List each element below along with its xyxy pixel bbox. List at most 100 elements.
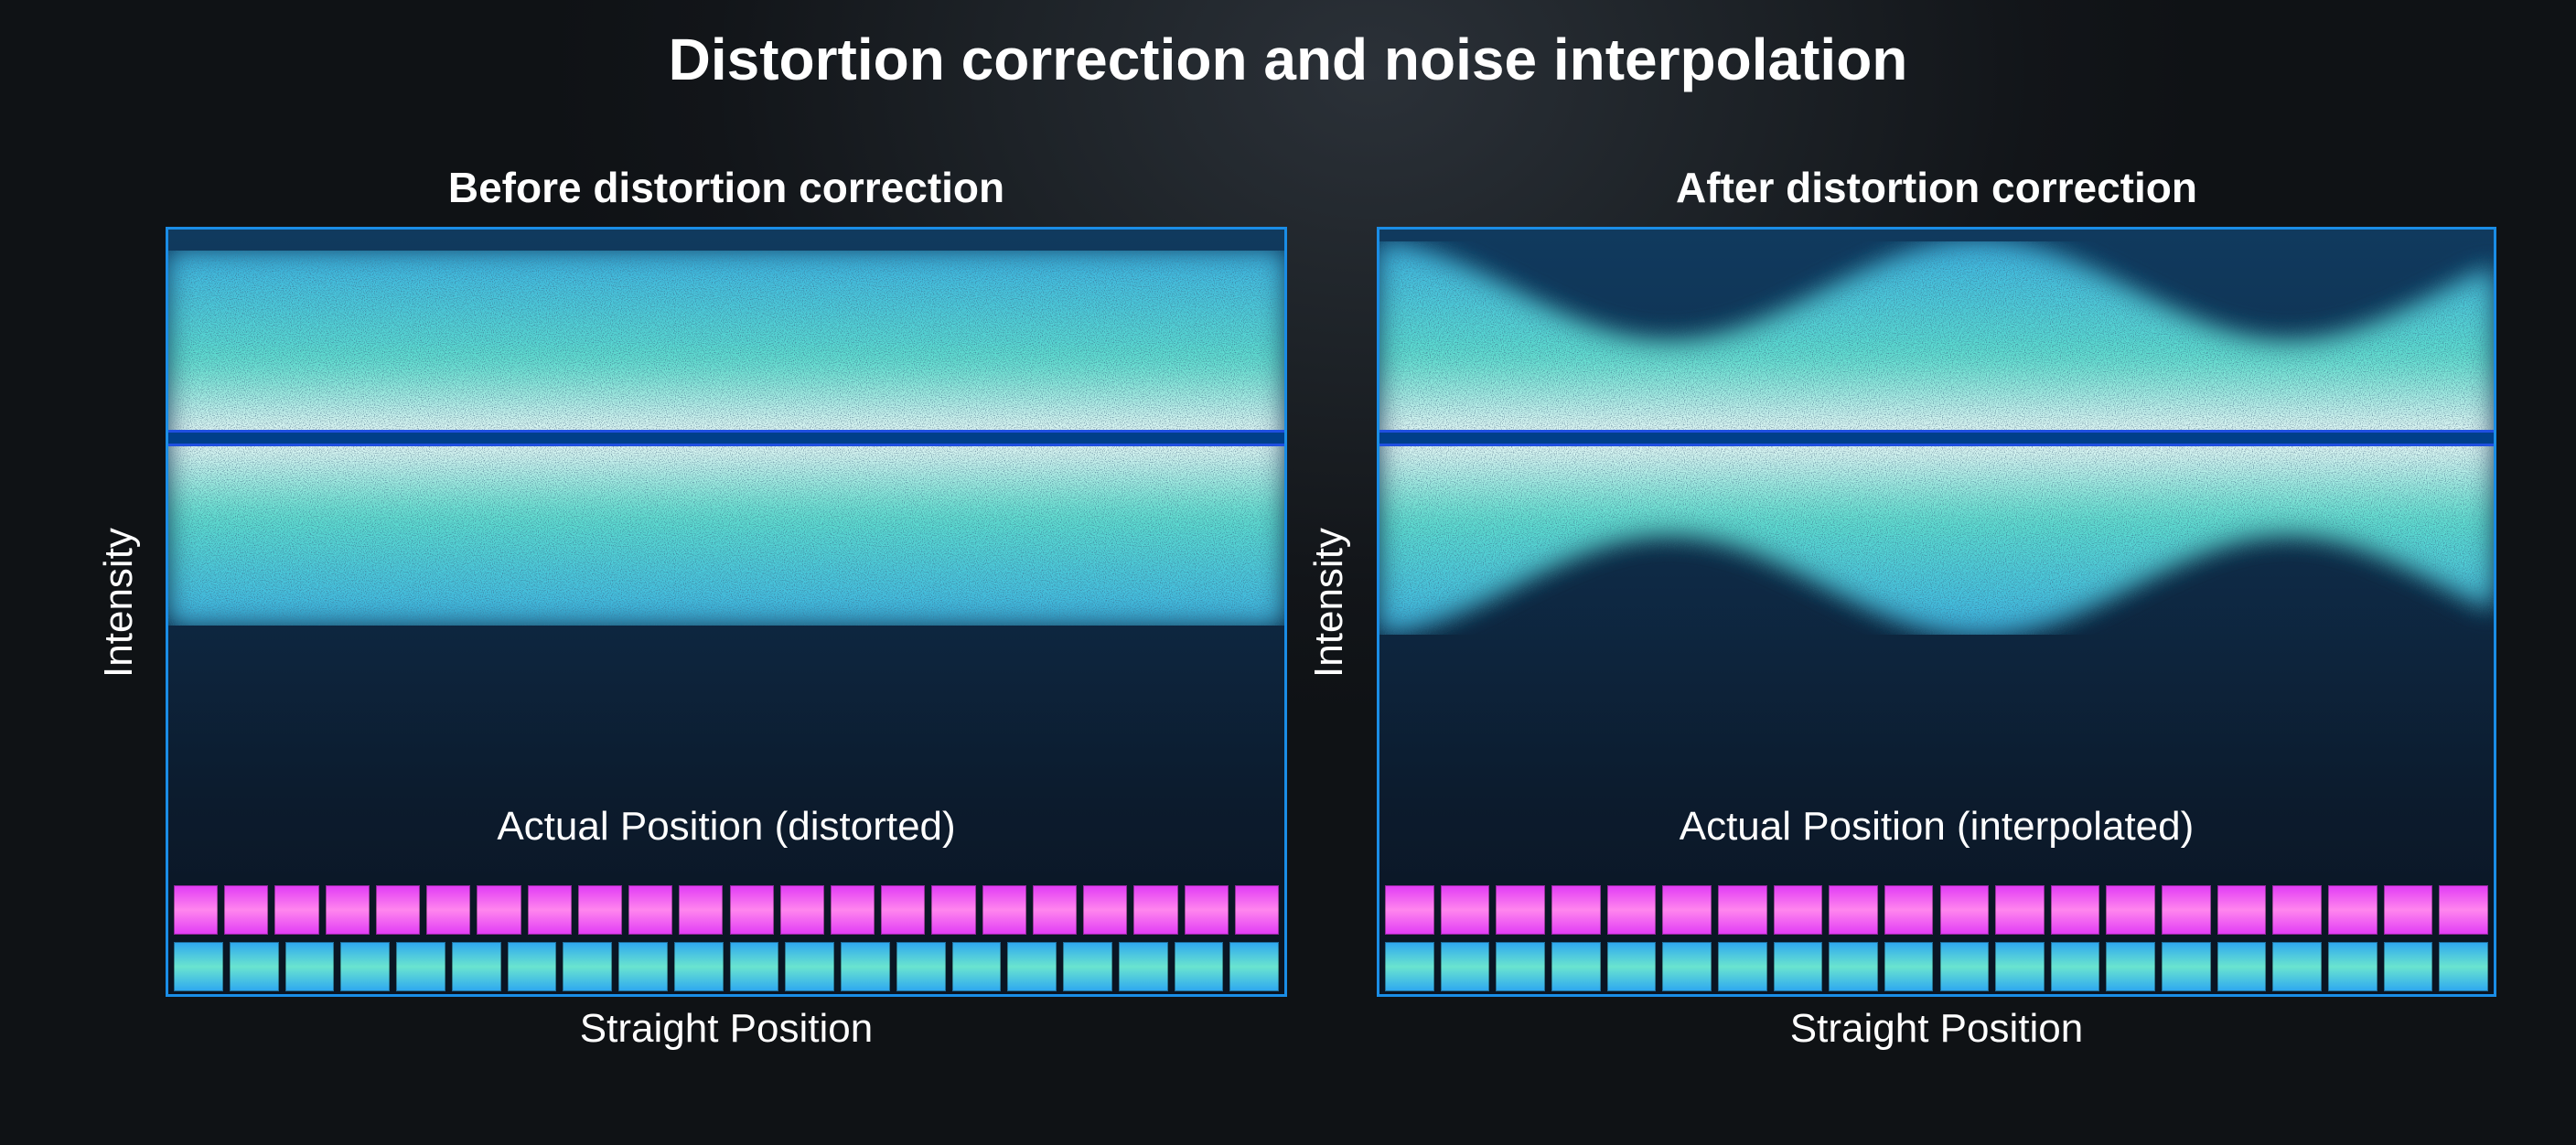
pink-position-block bbox=[1662, 885, 1712, 935]
pink-position-block bbox=[1083, 885, 1128, 935]
pink-position-block bbox=[679, 885, 724, 935]
pink-position-block bbox=[2439, 885, 2488, 935]
cyan-position-block bbox=[451, 942, 501, 991]
pink-position-block bbox=[982, 885, 1026, 935]
pink-position-block bbox=[274, 885, 319, 935]
cyan-position-block bbox=[2216, 942, 2267, 991]
cyan-position-block bbox=[1606, 942, 1657, 991]
cyan-position-block bbox=[2383, 942, 2433, 991]
pink-position-block bbox=[779, 885, 824, 935]
pink-position-block bbox=[426, 885, 471, 935]
cyan-position-block bbox=[1440, 942, 1490, 991]
cyan-position-block bbox=[1496, 942, 1545, 991]
pink-position-block bbox=[224, 885, 269, 935]
cyan-position-block bbox=[1829, 942, 1878, 991]
noise-band-wavy bbox=[1379, 241, 2494, 635]
pink-position-block bbox=[1385, 885, 1434, 935]
pink-position-block bbox=[2383, 885, 2433, 935]
straight-position-blocks bbox=[1379, 942, 2494, 991]
pink-position-block bbox=[1440, 885, 1490, 935]
cyan-position-block bbox=[284, 942, 335, 991]
cyan-position-block bbox=[1229, 942, 1279, 991]
pink-position-block bbox=[881, 885, 926, 935]
cyan-position-block bbox=[785, 942, 834, 991]
cyan-position-block bbox=[1007, 942, 1057, 991]
pink-position-block bbox=[2216, 885, 2267, 935]
pink-position-block bbox=[1995, 885, 2045, 935]
panel-before-subtitle: Before distortion correction bbox=[447, 164, 1005, 211]
panel-after-x-axis-label: Straight Position bbox=[1789, 1006, 2084, 1051]
panel-after-distortion: Actual Position (interpolated) bbox=[1377, 227, 2496, 997]
cyan-position-block bbox=[1773, 942, 1823, 991]
cyan-position-block bbox=[618, 942, 668, 991]
pink-position-block bbox=[1551, 885, 1601, 935]
cyan-position-block bbox=[841, 942, 890, 991]
pink-position-block bbox=[2050, 885, 2100, 935]
pink-position-block bbox=[830, 885, 875, 935]
cyan-position-block bbox=[729, 942, 779, 991]
pink-position-block bbox=[628, 885, 673, 935]
pink-position-block bbox=[1234, 885, 1279, 935]
pink-position-block bbox=[1606, 885, 1657, 935]
panel-before-distortion: Actual Position (distorted) bbox=[166, 227, 1287, 997]
panel-after-y-axis-label: Intensity bbox=[1306, 528, 1351, 678]
cyan-position-block bbox=[396, 942, 445, 991]
pink-position-block bbox=[1496, 885, 1545, 935]
reference-line bbox=[1379, 430, 2494, 446]
cyan-position-block bbox=[1717, 942, 1767, 991]
pink-position-block bbox=[375, 885, 421, 935]
pink-position-block bbox=[2328, 885, 2377, 935]
cyan-position-block bbox=[2439, 942, 2488, 991]
cyan-position-block bbox=[2272, 942, 2323, 991]
pink-position-block bbox=[1939, 885, 1990, 935]
panel-before-x-axis-label: Straight Position bbox=[579, 1006, 874, 1051]
cyan-position-block bbox=[229, 942, 279, 991]
actual-position-label: Actual Position (distorted) bbox=[497, 804, 956, 849]
pink-position-block bbox=[1773, 885, 1823, 935]
pink-position-block bbox=[1184, 885, 1229, 935]
pink-position-block bbox=[1032, 885, 1078, 935]
cyan-position-block bbox=[563, 942, 612, 991]
panel-after-subtitle: After distortion correction bbox=[1676, 164, 2197, 211]
cyan-position-block bbox=[1551, 942, 1601, 991]
cyan-position-block bbox=[1385, 942, 1434, 991]
cyan-position-block bbox=[1063, 942, 1112, 991]
cyan-position-block bbox=[174, 942, 223, 991]
noise-band-flat bbox=[168, 251, 1284, 626]
straight-position-blocks bbox=[168, 942, 1284, 991]
actual-position-label: Actual Position (interpolated) bbox=[1679, 804, 2195, 849]
cyan-position-block bbox=[1662, 942, 1712, 991]
cyan-position-block bbox=[507, 942, 557, 991]
pink-position-block bbox=[2162, 885, 2211, 935]
pink-position-block bbox=[729, 885, 774, 935]
pink-position-block bbox=[527, 885, 572, 935]
cyan-position-block bbox=[2328, 942, 2377, 991]
pink-position-block bbox=[1133, 885, 1178, 935]
cyan-position-block bbox=[1118, 942, 1168, 991]
pink-position-block bbox=[1717, 885, 1767, 935]
cyan-position-block bbox=[2050, 942, 2100, 991]
cyan-position-block bbox=[2162, 942, 2211, 991]
pink-position-block bbox=[931, 885, 976, 935]
pink-position-block bbox=[2106, 885, 2156, 935]
reference-line bbox=[168, 430, 1284, 446]
panel-before-y-axis-label: Intensity bbox=[96, 528, 141, 678]
pink-position-block bbox=[477, 885, 521, 935]
pink-position-block bbox=[174, 885, 219, 935]
cyan-position-block bbox=[1939, 942, 1990, 991]
cyan-position-block bbox=[673, 942, 724, 991]
cyan-position-block bbox=[1884, 942, 1934, 991]
cyan-position-block bbox=[951, 942, 1002, 991]
pink-position-block bbox=[2272, 885, 2323, 935]
cyan-position-block bbox=[2106, 942, 2156, 991]
actual-position-blocks bbox=[1379, 885, 2494, 935]
pink-position-block bbox=[325, 885, 370, 935]
pink-position-block bbox=[1829, 885, 1878, 935]
pink-position-block bbox=[577, 885, 623, 935]
cyan-position-block bbox=[896, 942, 946, 991]
figure-title: Distortion correction and noise interpol… bbox=[668, 27, 1908, 92]
cyan-position-block bbox=[1174, 942, 1224, 991]
cyan-position-block bbox=[340, 942, 390, 991]
pink-position-block bbox=[1884, 885, 1934, 935]
cyan-position-block bbox=[1995, 942, 2045, 991]
